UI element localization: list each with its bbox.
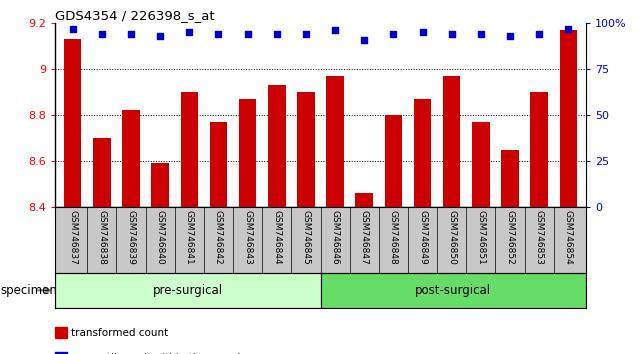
Bar	[210, 122, 227, 207]
Text: post-surgical: post-surgical	[415, 284, 491, 297]
Text: GSM746842: GSM746842	[214, 210, 223, 265]
Text: GSM746847: GSM746847	[360, 210, 369, 265]
Bar	[560, 30, 577, 207]
Bar	[55, 273, 320, 308]
Point	[184, 29, 194, 35]
Bar	[151, 164, 169, 207]
Point	[301, 31, 311, 37]
Bar	[501, 150, 519, 207]
Bar	[181, 92, 198, 207]
Point	[388, 31, 399, 37]
Text: GSM746853: GSM746853	[535, 210, 544, 265]
Text: percentile rank within the sample: percentile rank within the sample	[71, 353, 247, 354]
Bar	[414, 99, 431, 207]
Point	[505, 33, 515, 39]
Bar	[385, 115, 402, 207]
Bar	[356, 193, 373, 207]
Point	[330, 28, 340, 33]
Point	[213, 31, 224, 37]
Text: GSM746838: GSM746838	[97, 210, 106, 265]
Bar	[443, 76, 460, 207]
Text: GSM746843: GSM746843	[243, 210, 252, 265]
Bar	[93, 138, 110, 207]
Text: GSM746854: GSM746854	[564, 210, 573, 265]
Bar	[320, 273, 586, 308]
Text: transformed count: transformed count	[71, 328, 169, 338]
Bar	[472, 122, 490, 207]
Point	[97, 31, 107, 37]
Point	[476, 31, 486, 37]
Text: GSM746840: GSM746840	[156, 210, 165, 265]
Text: GSM746852: GSM746852	[506, 210, 515, 265]
Bar	[122, 110, 140, 207]
Bar	[297, 92, 315, 207]
Bar	[326, 76, 344, 207]
Text: GSM746844: GSM746844	[272, 210, 281, 265]
Text: GSM746849: GSM746849	[418, 210, 427, 265]
Text: GDS4354 / 226398_s_at: GDS4354 / 226398_s_at	[55, 9, 215, 22]
Point	[447, 31, 457, 37]
Bar	[239, 99, 256, 207]
Point	[417, 29, 428, 35]
Text: GSM746846: GSM746846	[331, 210, 340, 265]
Text: pre-surgical: pre-surgical	[153, 284, 223, 297]
Point	[155, 33, 165, 39]
Point	[563, 26, 574, 32]
Text: GSM746850: GSM746850	[447, 210, 456, 265]
Text: GSM746841: GSM746841	[185, 210, 194, 265]
Point	[272, 31, 282, 37]
Text: GSM746845: GSM746845	[301, 210, 310, 265]
Point	[534, 31, 544, 37]
Bar	[268, 85, 285, 207]
Text: GSM746837: GSM746837	[68, 210, 77, 265]
Point	[359, 37, 369, 42]
Point	[67, 26, 78, 32]
Text: GSM746848: GSM746848	[389, 210, 398, 265]
Text: specimen: specimen	[0, 284, 57, 297]
Bar	[531, 92, 548, 207]
Point	[126, 31, 136, 37]
Text: GSM746851: GSM746851	[476, 210, 485, 265]
Text: GSM746839: GSM746839	[126, 210, 135, 265]
Bar	[64, 39, 81, 207]
Point	[242, 31, 253, 37]
